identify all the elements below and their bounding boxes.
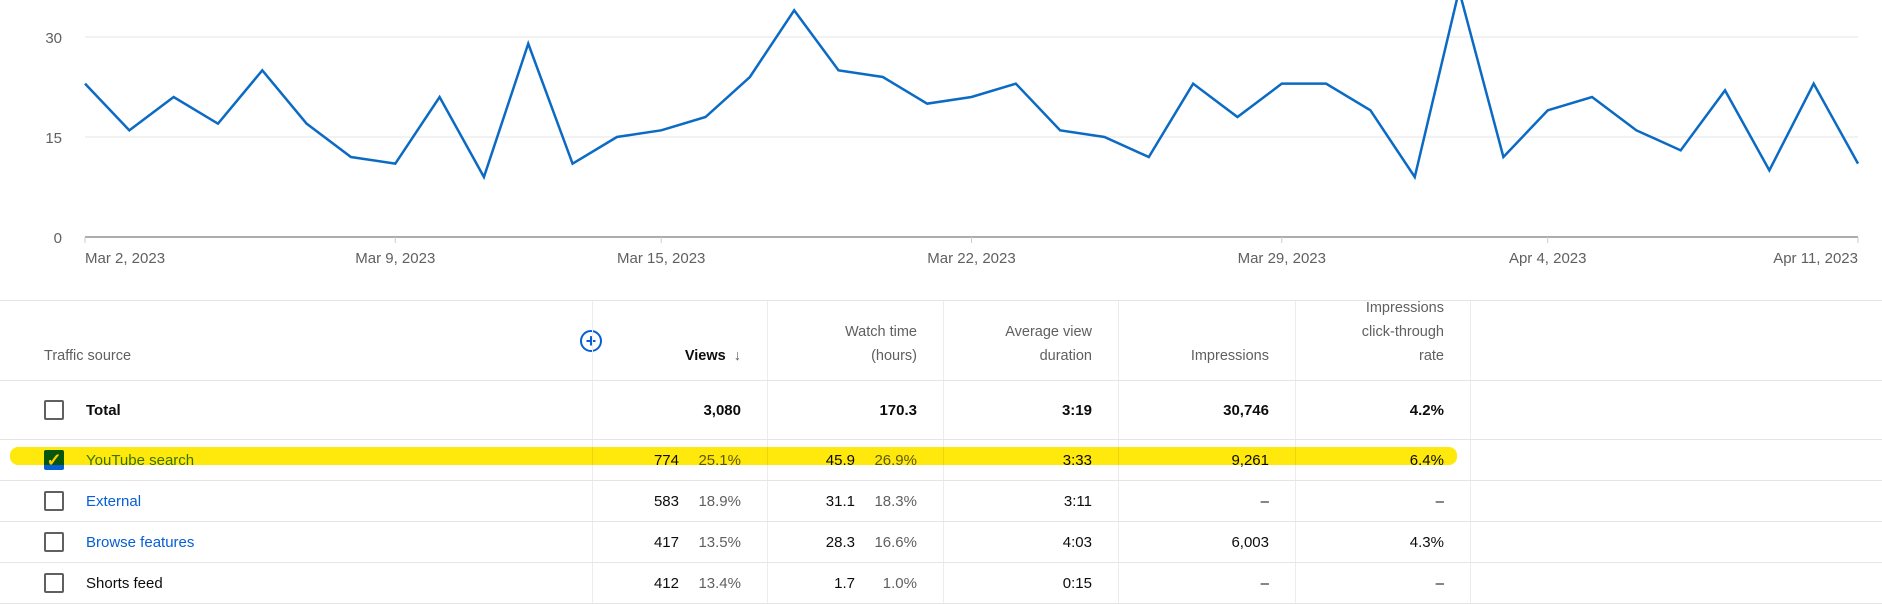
watch-value: 1.7: [834, 574, 855, 592]
x-tick-label: Apr 11, 2023: [1773, 250, 1858, 267]
x-tick-label: Mar 2, 2023: [85, 250, 165, 267]
header-watch-time[interactable]: Watch time (hours): [767, 301, 943, 380]
x-tick-label: Mar 29, 2023: [1238, 250, 1326, 267]
x-tick-label: Apr 4, 2023: [1509, 250, 1587, 267]
watch-cell: 31.1 18.3%: [767, 481, 943, 521]
avd-cell: 4:03: [943, 522, 1118, 562]
total-impressions: 30,746: [1118, 381, 1295, 439]
views-value: 583: [653, 492, 679, 510]
views-value: 412: [653, 574, 679, 592]
table-row: External 583 18.9% 31.1 18.3% 3:11 – –: [0, 481, 1882, 522]
table-header: Traffic source Views ↓ Watch time (hours…: [0, 300, 1882, 381]
watch-cell: 1.7 1.0%: [767, 563, 943, 603]
views-cell: 417 13.5%: [592, 522, 767, 562]
x-tick-label: Mar 9, 2023: [355, 250, 435, 267]
header-views[interactable]: Views ↓: [592, 301, 767, 380]
y-tick-label: 30: [45, 30, 62, 47]
total-avd: 3:19: [943, 381, 1118, 439]
ctr-cell: –: [1295, 563, 1470, 603]
y-tick-label: 15: [45, 130, 62, 147]
table-row: Browse features 417 13.5% 28.3 16.6% 4:03 …: [0, 522, 1882, 563]
avd-cell: 3:11: [943, 481, 1118, 521]
ctr-cell: 4.3%: [1295, 522, 1470, 562]
total-checkbox[interactable]: [44, 400, 64, 420]
header-ctr[interactable]: Impressions click-through rate: [1295, 300, 1470, 380]
watch-value: 28.3: [825, 533, 855, 551]
source-cell: Shorts feed: [0, 563, 592, 603]
row-checkbox[interactable]: [44, 532, 64, 552]
source-link[interactable]: Shorts feed: [86, 574, 163, 592]
views-pct: 13.4%: [698, 574, 741, 592]
total-label-cell: Total: [0, 381, 592, 439]
total-label: Total: [86, 401, 121, 419]
total-views: 3,080: [592, 381, 767, 439]
x-tick-label: Mar 15, 2023: [617, 250, 705, 267]
impressions-cell: –: [1118, 563, 1295, 603]
row-checkbox[interactable]: [44, 573, 64, 593]
empty-cell: [1470, 563, 1882, 603]
highlight-marker-stroke: [10, 447, 1457, 465]
source-link[interactable]: External: [86, 492, 142, 510]
watch-pct: 16.6%: [874, 533, 917, 551]
impressions-cell: 6,003: [1118, 522, 1295, 562]
header-traffic-source[interactable]: Traffic source: [44, 348, 132, 364]
header-views-label: Views: [684, 348, 726, 364]
watch-cell: 28.3 16.6%: [767, 522, 943, 562]
watch-pct: 1.0%: [882, 574, 917, 592]
watch-value: 31.1: [825, 492, 855, 510]
views-pct: 18.9%: [698, 492, 741, 510]
impressions-cell: –: [1118, 481, 1295, 521]
views-cell: 583 18.9%: [592, 481, 767, 521]
views-series-line: [84, 0, 1860, 181]
x-tick-label: Mar 22, 2023: [927, 250, 1015, 267]
header-impressions[interactable]: Impressions: [1118, 301, 1295, 380]
sort-down-icon: ↓: [733, 348, 741, 364]
empty-cell: [1470, 440, 1882, 480]
header-empty: [1470, 301, 1882, 380]
source-cell: External: [0, 481, 592, 521]
y-tick-label: 0: [54, 230, 62, 247]
plus-circle-icon[interactable]: +: [580, 330, 602, 352]
source-cell: Browse features: [0, 522, 592, 562]
header-avg-view-duration[interactable]: Average view duration: [943, 301, 1118, 380]
ctr-cell: –: [1295, 481, 1470, 521]
views-cell: 412 13.4%: [592, 563, 767, 603]
header-ctr-label: Impressions click-through rate: [1361, 300, 1444, 364]
total-row: Total 3,080 170.3 3:19 30,746 4.2%: [0, 381, 1882, 440]
empty-cell: [1470, 522, 1882, 562]
source-link[interactable]: Browse features: [86, 533, 195, 551]
total-watch-time: 170.3: [767, 381, 943, 439]
header-avd-label: Average view duration: [1005, 324, 1092, 364]
watch-pct: 18.3%: [874, 492, 917, 510]
row-checkbox[interactable]: [44, 491, 64, 511]
views-value: 417: [653, 533, 679, 551]
views-line-chart: 0 15 30 Mar 2, 2023 Mar 9, 2023 Mar 15, 2023 M…: [45, 0, 1860, 267]
empty-cell: [1470, 381, 1882, 439]
views-pct: 13.5%: [698, 533, 741, 551]
header-watch-time-label: Watch time (hours): [845, 324, 917, 364]
total-ctr: 4.2%: [1295, 381, 1470, 439]
avd-cell: 0:15: [943, 563, 1118, 603]
empty-cell: [1470, 481, 1882, 521]
